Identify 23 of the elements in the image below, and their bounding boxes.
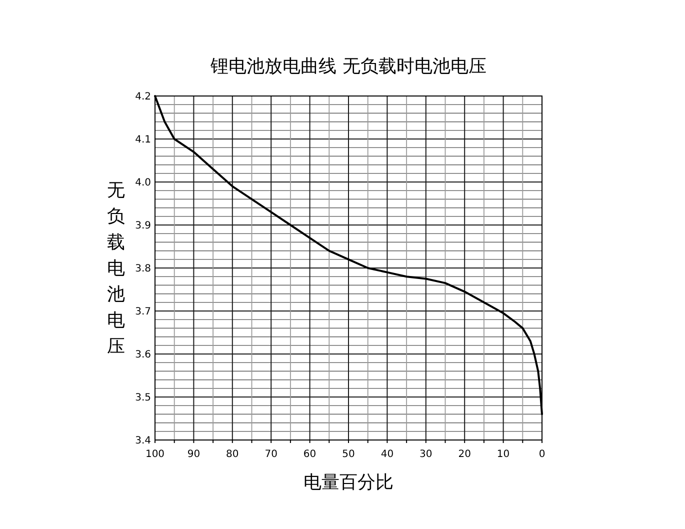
x-tick-label: 10 [496,449,510,460]
y-tick-label: 4.1 [135,134,151,146]
y-tick-label: 4.0 [135,178,151,188]
x-tick-label: 100 [145,449,165,460]
x-tick-label: 30 [420,449,432,460]
x-tick-label: 90 [187,449,200,460]
x-tick-label: 80 [226,449,239,460]
y-tick-label: 3.6 [135,350,151,360]
y-tick-label: 4.2 [135,92,151,102]
y-tick-label: 3.9 [135,220,151,232]
x-tick-label: 60 [303,449,316,460]
x-tick-label: 50 [342,449,355,460]
x-axis-title: 电量百分比 [304,472,394,493]
y-tick-label: 3.5 [135,392,151,404]
y-tick-label: 3.8 [135,264,151,274]
x-tick-label: 20 [458,449,471,460]
y-tick-label: 3.4 [135,436,151,446]
y-tick-label: 3.7 [135,306,151,318]
x-tick-label: 0 [538,449,546,460]
y-axis-title: 无负载电池电压 [107,180,125,357]
x-tick-label: 70 [264,449,278,460]
x-tick-label: 40 [380,449,394,460]
chart-title: 锂电池放电曲线 无负载时电池电压 [210,56,486,77]
